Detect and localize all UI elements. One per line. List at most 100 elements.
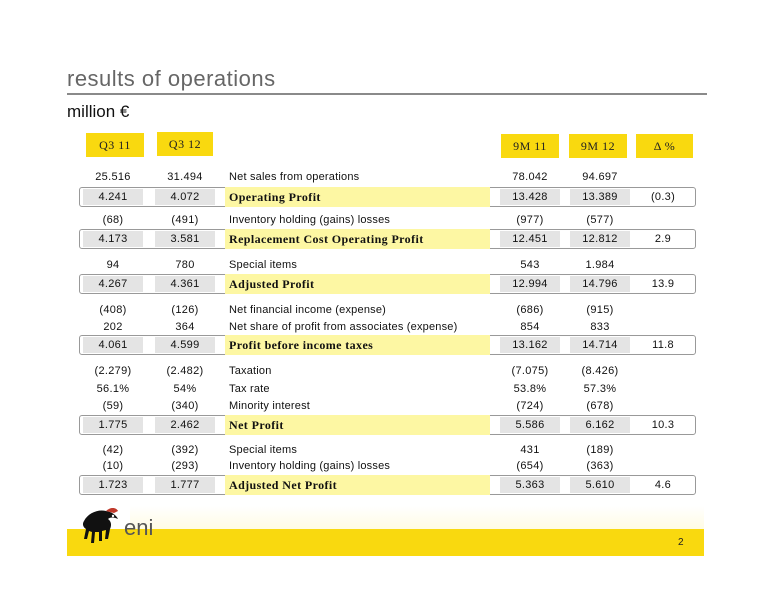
value-cell-shade [570,189,630,205]
value-q312: (340) [171,400,199,412]
value-cell-shade [570,231,630,247]
value-m911: 543 [520,259,540,271]
value-cell-shade [155,231,215,247]
value-delta: 11.8 [652,339,674,351]
value-cell-shade [570,337,630,353]
value-m911: 78.042 [512,171,548,183]
value-q311: (42) [102,444,124,456]
row-label: Special items [229,444,298,456]
value-m912: 12.812 [582,233,618,245]
value-m911: (724) [516,400,544,412]
row-label: Net share of profit from associates (exp… [229,321,458,333]
value-delta: (0.3) [650,191,676,203]
value-cell-shade [83,337,143,353]
header-q3-12: Q3 12 [157,132,213,156]
value-q311: 202 [103,321,123,333]
row-label: Adjusted Profit [229,277,315,291]
value-m911: (654) [516,460,544,472]
value-cell-shade [500,417,560,433]
row-label: Special items [229,259,298,271]
row-label: Inventory holding (gains) losses [229,214,391,226]
value-delta: 10.3 [651,419,675,431]
value-m912: (915) [586,304,614,316]
row-label: Profit before income taxes [229,338,374,352]
value-m911: 431 [520,444,540,456]
value-m911: 5.586 [515,419,545,431]
highlight-label-band [225,229,490,249]
value-delta: 13.9 [651,278,675,290]
value-q311: (408) [99,304,127,316]
value-q311: 4.061 [98,339,128,351]
value-m912: (678) [586,400,614,412]
highlight-label-band [225,475,490,495]
value-q312: 4.599 [170,339,200,351]
value-q311: (59) [102,400,124,412]
value-q312: (392) [171,444,199,456]
header-9m-11: 9M 11 [501,134,559,158]
value-m911: 5.363 [515,479,545,491]
value-m912: 833 [590,321,610,333]
value-cell-shade [500,337,560,353]
row-label: Net Profit [229,418,284,432]
value-m912: 6.162 [585,419,615,431]
highlight-label-band [225,335,490,355]
row-label: Replacement Cost Operating Profit [229,232,424,246]
row-label: Operating Profit [229,190,321,204]
value-q312: 54% [173,383,197,395]
value-cell-shade [155,417,215,433]
value-cell-shade [155,276,215,292]
value-cell-shade [500,231,560,247]
value-q312: (293) [171,460,199,472]
value-cell-shade [500,189,560,205]
value-q312: 31.494 [167,171,203,183]
value-cell-shade [83,477,143,493]
value-q312: 4.361 [170,278,200,290]
title-rule [67,93,707,95]
value-q312: (2.482) [166,365,204,377]
value-m912: (363) [586,460,614,472]
value-q311: 94 [106,259,120,271]
value-m911: 854 [520,321,540,333]
value-q311: (2.279) [94,365,132,377]
value-q312: 4.072 [170,191,200,203]
value-q311: (10) [102,460,124,472]
highlight-label-band [225,274,490,294]
value-m911: 13.428 [512,191,548,203]
value-m912: 94.697 [582,171,618,183]
six-legged-dog-icon [82,508,118,543]
value-cell-shade [500,276,560,292]
row-label: Net sales from operations [229,171,360,183]
value-cell-shade [500,477,560,493]
value-q311: 1.775 [98,419,128,431]
value-delta: 2.9 [654,233,672,245]
row-label: Adjusted Net Profit [229,478,338,492]
value-cell-shade [570,276,630,292]
footer-bar [67,529,704,556]
value-cell-shade [83,231,143,247]
value-m912: 57.3% [583,383,617,395]
value-m912: (189) [586,444,614,456]
value-q312: 3.581 [170,233,200,245]
value-cell-shade [83,417,143,433]
value-m912: 1.984 [585,259,615,271]
row-label: Inventory holding (gains) losses [229,460,391,472]
value-m911: 13.162 [512,339,548,351]
value-q312: 1.777 [170,479,200,491]
value-delta: 4.6 [654,479,672,491]
value-q312: 364 [175,321,195,333]
value-q312: (491) [171,214,199,226]
highlight-label-band [225,187,490,207]
unit-subtitle: million € [67,102,130,121]
value-q311: 1.723 [98,479,128,491]
value-m912: (577) [586,214,614,226]
value-q311: 4.173 [98,233,128,245]
value-m912: 5.610 [585,479,615,491]
footer-fade [130,506,704,530]
value-m912: (8.426) [581,365,619,377]
row-label: Net financial income (expense) [229,304,387,316]
page-title: results of operations [67,66,276,91]
value-q312: (126) [171,304,199,316]
value-m912: 14.796 [582,278,618,290]
header-delta: Δ % [636,134,693,158]
row-label: Minority interest [229,400,311,412]
